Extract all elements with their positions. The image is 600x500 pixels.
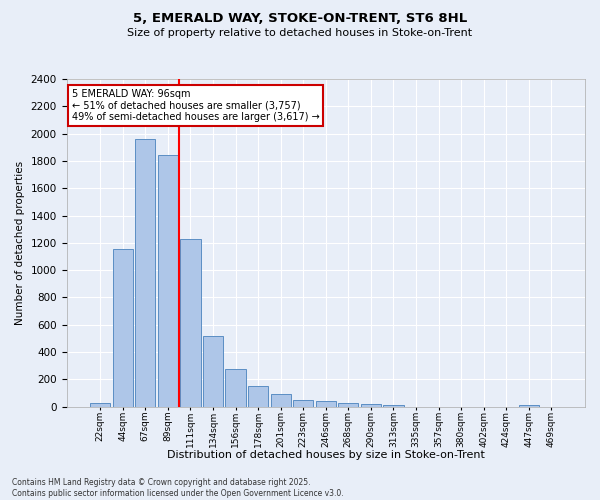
Text: 5, EMERALD WAY, STOKE-ON-TRENT, ST6 8HL: 5, EMERALD WAY, STOKE-ON-TRENT, ST6 8HL — [133, 12, 467, 26]
Bar — [518, 404, 539, 406]
Bar — [383, 404, 404, 406]
Bar — [113, 249, 133, 406]
Y-axis label: Number of detached properties: Number of detached properties — [15, 161, 25, 325]
X-axis label: Distribution of detached houses by size in Stoke-on-Trent: Distribution of detached houses by size … — [167, 450, 485, 460]
Bar — [248, 386, 268, 406]
Text: 5 EMERALD WAY: 96sqm
← 51% of detached houses are smaller (3,757)
49% of semi-de: 5 EMERALD WAY: 96sqm ← 51% of detached h… — [72, 89, 319, 122]
Bar — [316, 401, 336, 406]
Bar — [181, 238, 200, 406]
Bar — [293, 400, 313, 406]
Text: Contains HM Land Registry data © Crown copyright and database right 2025.
Contai: Contains HM Land Registry data © Crown c… — [12, 478, 344, 498]
Text: Size of property relative to detached houses in Stoke-on-Trent: Size of property relative to detached ho… — [127, 28, 473, 38]
Bar — [361, 404, 381, 406]
Bar — [90, 403, 110, 406]
Bar — [203, 336, 223, 406]
Bar — [158, 155, 178, 406]
Bar — [226, 369, 246, 406]
Bar — [338, 402, 358, 406]
Bar — [271, 394, 291, 406]
Bar — [135, 139, 155, 406]
